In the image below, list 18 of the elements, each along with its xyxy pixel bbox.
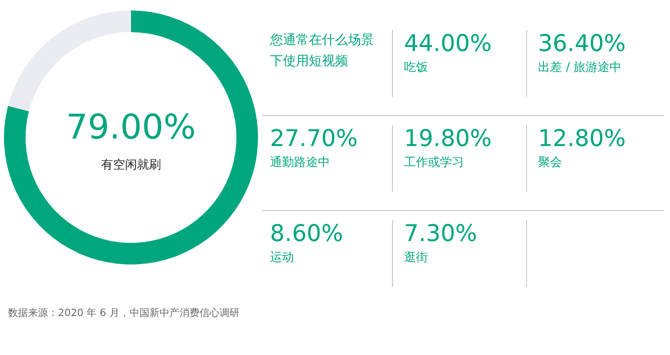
text: 逛街 xyxy=(404,249,429,266)
source-note: 数据来源：2020 年 6 月，中国新中产消费信心调研 xyxy=(8,306,240,320)
text: 出差 / 旅游途中 xyxy=(538,59,623,76)
slice-label: 有空闲就刷 xyxy=(101,158,161,172)
text: 12.80% xyxy=(538,125,627,153)
text: 44.00% xyxy=(404,30,493,58)
text: 8.60% xyxy=(270,220,344,248)
text: 27.70% xyxy=(270,125,359,153)
text: 通勤路途中 xyxy=(270,154,331,171)
text: 吃饭 xyxy=(404,59,429,76)
text: 36.40% xyxy=(538,30,627,58)
text: 您通常在什么场景下使用短视频 xyxy=(270,32,375,71)
text: 7.30% xyxy=(404,220,478,248)
text: 19.80% xyxy=(404,125,493,153)
text: 运动 xyxy=(270,249,295,266)
data-label: 79.00% xyxy=(66,107,196,148)
text: 聚会 xyxy=(538,154,563,171)
text: 工作或学习 xyxy=(404,154,465,171)
